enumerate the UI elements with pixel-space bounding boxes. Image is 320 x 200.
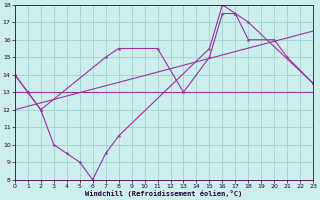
X-axis label: Windchill (Refroidissement éolien,°C): Windchill (Refroidissement éolien,°C) — [85, 190, 243, 197]
